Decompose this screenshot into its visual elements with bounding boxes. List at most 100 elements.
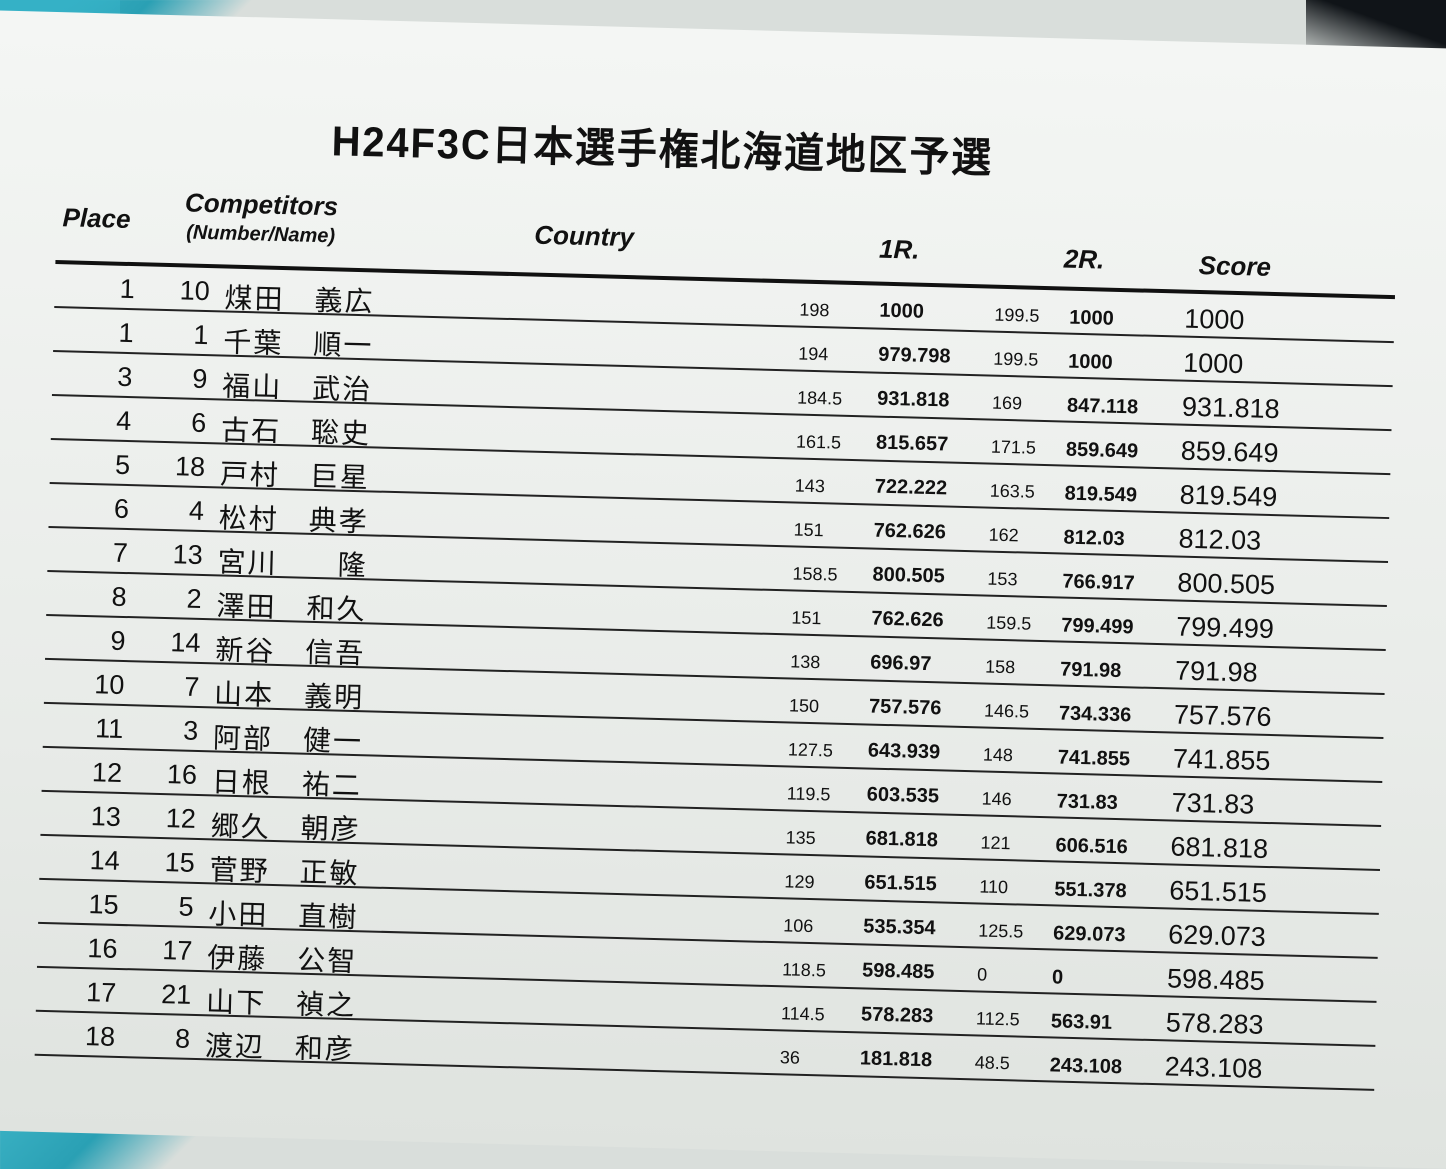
cell-r2: 734.336 (1058, 702, 1132, 727)
cell-r2: 859.649 (1065, 438, 1139, 463)
cell-place: 17 (85, 977, 117, 1008)
cell-r2-raw: 169 (991, 392, 1023, 414)
cell-r2-raw: 162 (988, 524, 1019, 546)
cell-place: 3 (117, 361, 133, 393)
cell-number: 2 (186, 583, 203, 614)
cell-number: 16 (166, 759, 198, 790)
cell-r2: 731.83 (1056, 790, 1119, 815)
results-table: 1 10 煤田 義広 198 1000 199.5 1000 1000 1 1 千葉 順一 194 97… (34, 264, 1395, 1091)
cell-score: 578.283 (1165, 1007, 1264, 1040)
cell-r2-raw: 148 (982, 744, 1014, 766)
cell-r1-raw: 118.5 (781, 959, 827, 981)
cell-number: 6 (190, 407, 207, 439)
cell-number: 5 (178, 891, 194, 922)
cell-score: 598.485 (1166, 963, 1266, 996)
cell-r1-raw: 127.5 (787, 739, 834, 761)
cell-r1: 762.626 (873, 519, 947, 544)
cell-r2-raw: 163.5 (989, 480, 1036, 502)
cell-r2: 791.98 (1059, 658, 1122, 683)
cell-place: 1 (119, 273, 136, 305)
cell-r1-raw: 119.5 (786, 783, 831, 805)
cell-r2-raw: 48.5 (974, 1052, 1011, 1074)
cell-r1: 651.515 (864, 871, 938, 896)
cell-r2-raw: 158 (984, 656, 1016, 678)
cell-number: 7 (183, 671, 200, 702)
cell-score: 629.073 (1167, 919, 1267, 952)
cell-r1: 757.576 (868, 695, 942, 720)
cell-number: 18 (174, 451, 206, 483)
cell-place: 5 (114, 449, 131, 481)
cell-r2: 1000 (1067, 350, 1113, 374)
cell-r2: 563.91 (1050, 1010, 1113, 1034)
cell-place: 7 (112, 537, 129, 569)
cell-r1: 598.485 (861, 959, 935, 984)
cell-r2-raw: 112.5 (975, 1008, 1020, 1030)
cell-r2-raw: 153 (987, 568, 1018, 590)
cell-r2-raw: 121 (980, 832, 1011, 854)
cell-number: 4 (188, 495, 205, 527)
cell-place: 6 (113, 493, 130, 525)
cell-r2: 819.549 (1064, 482, 1138, 507)
cell-place: 1 (118, 317, 134, 349)
cell-number: 15 (164, 847, 196, 878)
header-competitors: Competitors (184, 187, 339, 222)
cell-score: 651.515 (1168, 875, 1268, 908)
cell-number: 3 (182, 715, 199, 746)
cell-r1-raw: 129 (784, 871, 815, 893)
cell-r1: 181.818 (859, 1047, 933, 1072)
cell-r1: 681.818 (865, 827, 939, 852)
header-place: Place (62, 202, 131, 235)
cell-number: 12 (165, 803, 197, 834)
cell-r1-raw: 198 (799, 299, 830, 321)
cell-r1-raw: 36 (779, 1047, 801, 1068)
cell-r2: 606.516 (1055, 834, 1129, 859)
cell-r2-raw: 146.5 (983, 700, 1030, 722)
cell-r1-raw: 106 (783, 915, 814, 937)
cell-r1: 535.354 (863, 915, 936, 940)
cell-r2: 766.917 (1062, 570, 1135, 595)
cell-r2-raw: 0 (976, 964, 988, 985)
cell-r2-raw: 199.5 (994, 304, 1040, 326)
cell-r2: 551.378 (1054, 878, 1127, 903)
header-competitors-sub: (Number/Name) (185, 221, 336, 248)
cell-r1-raw: 151 (791, 607, 822, 629)
cell-r2-raw: 110 (979, 876, 1009, 898)
cell-r1: 815.657 (875, 431, 949, 456)
cell-place: 13 (90, 801, 122, 832)
cell-r1-raw: 161.5 (795, 431, 842, 453)
cell-place: 10 (93, 669, 125, 701)
cell-place: 4 (115, 405, 132, 437)
cell-place: 16 (87, 933, 118, 964)
cell-number: 14 (170, 627, 201, 658)
cell-r1: 578.283 (860, 1003, 934, 1028)
cell-number: 21 (160, 979, 192, 1010)
cell-number: 8 (174, 1023, 191, 1054)
cell-number: 1 (193, 319, 209, 351)
cell-r2: 0 (1051, 966, 1064, 989)
cell-place: 11 (94, 713, 124, 744)
cell-place: 14 (89, 845, 121, 876)
cell-score: 791.98 (1174, 655, 1259, 688)
cell-r2: 741.855 (1057, 746, 1131, 771)
header-country: Country (533, 219, 635, 253)
cell-score: 859.649 (1180, 435, 1279, 469)
cell-r1-raw: 143 (794, 475, 826, 497)
cell-r1: 643.939 (867, 739, 941, 764)
cell-r2: 1000 (1069, 306, 1115, 330)
cell-r1-raw: 150 (788, 695, 820, 717)
cell-r1: 603.535 (866, 783, 940, 808)
page-title: H24F3C日本選手権北海道地区予選 (331, 117, 994, 182)
cell-place: 12 (91, 757, 123, 788)
cell-r2-raw: 125.5 (977, 920, 1024, 942)
cell-r2: 243.108 (1049, 1054, 1123, 1079)
cell-r1: 800.505 (872, 563, 946, 588)
cell-score: 799.499 (1175, 611, 1275, 645)
cell-score: 731.83 (1171, 787, 1255, 820)
cell-r1-raw: 135 (785, 827, 816, 849)
header-round2: 2R. (1063, 243, 1105, 275)
cell-r2-raw: 146 (981, 788, 1013, 810)
cell-r1: 696.97 (869, 651, 932, 676)
cell-score: 931.818 (1181, 391, 1280, 425)
header-round1: 1R. (878, 233, 920, 265)
cell-place: 15 (88, 889, 120, 920)
